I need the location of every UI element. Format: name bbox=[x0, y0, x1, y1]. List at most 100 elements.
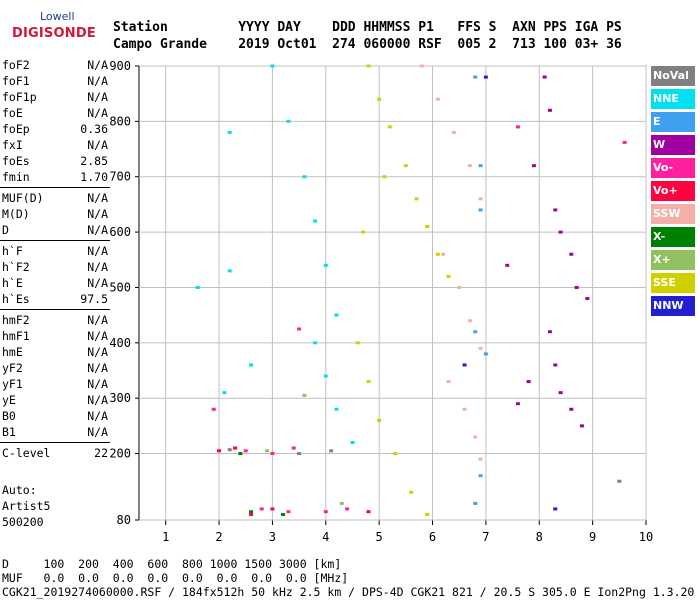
data-point bbox=[478, 208, 483, 212]
data-point bbox=[478, 164, 483, 168]
data-point bbox=[286, 510, 291, 514]
data-point bbox=[435, 252, 440, 256]
data-point bbox=[478, 346, 483, 350]
param-row: hmF2 N/A bbox=[2, 313, 108, 329]
data-point bbox=[281, 512, 286, 516]
param-value: N/A bbox=[87, 313, 108, 327]
param-row: fmin 1.70 bbox=[2, 170, 108, 186]
data-point bbox=[425, 512, 430, 516]
data-point bbox=[585, 297, 590, 301]
param-name: B0 bbox=[2, 409, 16, 423]
data-point bbox=[462, 407, 467, 411]
data-point bbox=[270, 64, 275, 68]
param-separator bbox=[0, 187, 110, 188]
data-point bbox=[435, 97, 440, 101]
data-point bbox=[473, 435, 478, 439]
data-point bbox=[350, 440, 355, 444]
legend-item: SSW bbox=[651, 204, 695, 224]
header-values: Campo Grande 2019 Oct01 274 060000 RSF 0… bbox=[113, 37, 622, 52]
param-value: N/A bbox=[87, 361, 108, 375]
x-tick-label: 6 bbox=[429, 530, 436, 544]
param-row: h`F2 N/A bbox=[2, 260, 108, 276]
data-point bbox=[323, 374, 328, 378]
param-name: foF1p bbox=[2, 90, 37, 104]
param-value: 22 bbox=[94, 446, 108, 460]
data-point bbox=[329, 449, 334, 453]
data-point bbox=[558, 391, 563, 395]
param-name: h`Es bbox=[2, 292, 30, 306]
param-row: h`F N/A bbox=[2, 244, 108, 260]
data-point bbox=[441, 252, 446, 256]
param-name: foEp bbox=[2, 122, 30, 136]
data-point bbox=[323, 510, 328, 514]
plot-frame bbox=[138, 65, 647, 521]
data-point bbox=[393, 452, 398, 456]
data-point bbox=[265, 449, 270, 453]
param-name: yF1 bbox=[2, 377, 23, 391]
param-name: h`E bbox=[2, 276, 23, 290]
station-header: Station YYYY DAY DDD HHMMSS P1 FFS S AXN… bbox=[113, 19, 622, 53]
legend-item: NNW bbox=[651, 296, 695, 316]
x-tick-label: 2 bbox=[215, 530, 222, 544]
param-name: foF1 bbox=[2, 74, 30, 88]
lowell-digisonde-logo: Lowell DIGISONDE bbox=[6, 8, 96, 48]
data-point bbox=[233, 446, 238, 450]
data-point bbox=[361, 230, 366, 234]
data-point bbox=[313, 219, 318, 223]
data-point bbox=[457, 285, 462, 289]
param-value: N/A bbox=[87, 207, 108, 221]
param-row: foF1 N/A bbox=[2, 74, 108, 90]
y-tick-label: 80 bbox=[117, 513, 131, 527]
param-row: yE N/A bbox=[2, 393, 108, 409]
param-value: 97.5 bbox=[80, 292, 108, 306]
data-point bbox=[478, 197, 483, 201]
param-value: N/A bbox=[87, 425, 108, 439]
data-point bbox=[542, 75, 547, 79]
param-separator bbox=[0, 442, 110, 443]
param-row: C-level 22 bbox=[2, 446, 108, 462]
param-value: N/A bbox=[87, 74, 108, 88]
data-point bbox=[473, 501, 478, 505]
param-value: N/A bbox=[87, 409, 108, 423]
data-point bbox=[382, 175, 387, 179]
data-point bbox=[345, 507, 350, 511]
x-tick-label: 1 bbox=[162, 530, 169, 544]
data-point bbox=[227, 130, 232, 134]
data-point bbox=[505, 263, 510, 267]
param-row: foEs 2.85 bbox=[2, 154, 108, 170]
data-point bbox=[462, 363, 467, 367]
data-point bbox=[270, 507, 275, 511]
data-point bbox=[467, 319, 472, 323]
param-value: 1.70 bbox=[80, 170, 108, 184]
param-value: N/A bbox=[87, 276, 108, 290]
data-point bbox=[366, 510, 371, 514]
data-point bbox=[547, 330, 552, 334]
auto-label: Auto: bbox=[2, 483, 37, 497]
param-separator bbox=[0, 240, 110, 241]
data-point bbox=[446, 274, 451, 278]
param-value: N/A bbox=[87, 191, 108, 205]
file-info: CGK21_2019274060000.RSF / 184fx512h 50 k… bbox=[2, 585, 695, 599]
param-value: N/A bbox=[87, 138, 108, 152]
x-tick-label: 9 bbox=[589, 530, 596, 544]
param-name: B1 bbox=[2, 425, 16, 439]
param-name: hmE bbox=[2, 345, 23, 359]
legend-item: X+ bbox=[651, 250, 695, 270]
data-point bbox=[366, 64, 371, 68]
data-point bbox=[617, 479, 622, 483]
data-point bbox=[531, 164, 536, 168]
autoscaling-info: Auto: Artist5 500200 bbox=[2, 482, 50, 530]
data-point bbox=[259, 507, 264, 511]
data-point bbox=[334, 407, 339, 411]
data-point bbox=[558, 230, 563, 234]
legend: NoVal NNE E W Vo- Vo+ SSW X- X+ SSE NNW bbox=[651, 66, 695, 319]
y-tick-label: 700 bbox=[109, 170, 131, 184]
param-name: D bbox=[2, 223, 9, 237]
y-tick-label: 900 bbox=[109, 59, 131, 73]
data-point bbox=[270, 452, 275, 456]
header-labels: Station YYYY DAY DDD HHMMSS P1 FFS S AXN… bbox=[113, 20, 622, 35]
param-value: 0.36 bbox=[80, 122, 108, 136]
data-point bbox=[515, 125, 520, 129]
param-value: N/A bbox=[87, 223, 108, 237]
